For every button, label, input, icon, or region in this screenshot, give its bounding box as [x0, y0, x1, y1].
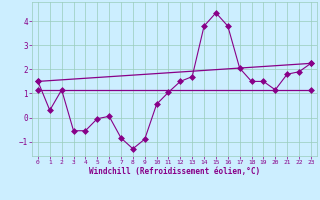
X-axis label: Windchill (Refroidissement éolien,°C): Windchill (Refroidissement éolien,°C)	[89, 167, 260, 176]
